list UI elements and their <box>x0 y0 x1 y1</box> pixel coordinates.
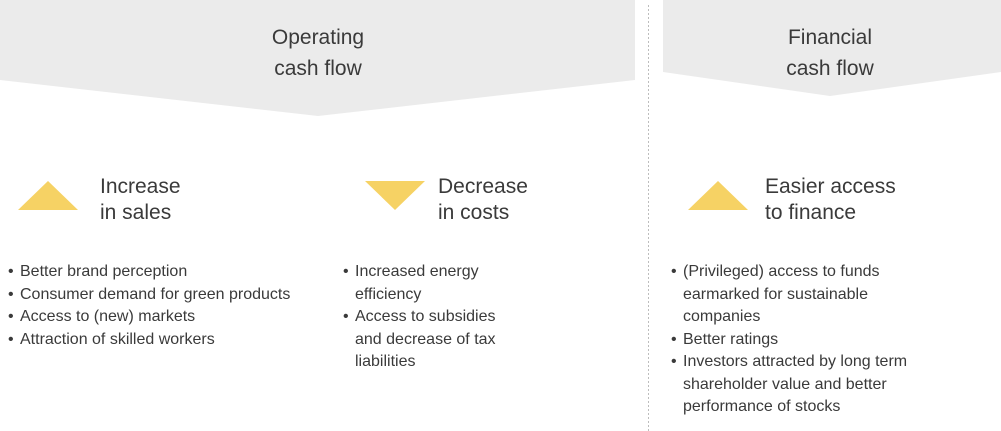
triangle-icon <box>365 181 425 210</box>
bullet: Better ratings <box>671 329 941 352</box>
heading-line: in sales <box>100 201 172 224</box>
bullet-list: Increased energy efficiencyAccess to sub… <box>343 261 523 374</box>
header-line: Operating <box>271 26 365 49</box>
item-heading: Easier access to finance <box>765 174 896 226</box>
bullet: Increased energy efficiency <box>343 261 523 306</box>
header-line: Financial <box>787 26 873 49</box>
item-heading: Increase in sales <box>100 174 181 226</box>
bullet-list: Better brand perceptionConsumer demand f… <box>8 261 308 351</box>
heading-line: in costs <box>438 201 510 224</box>
bullet: Better brand perception <box>8 261 308 284</box>
header-line: cash flow <box>274 57 362 80</box>
header-banner <box>663 0 1001 96</box>
triangle-icon <box>688 181 748 210</box>
bullet: Access to subsidies and decrease of tax … <box>343 306 523 374</box>
bullet: Investors attracted by long term shareho… <box>671 351 941 419</box>
header: Operating cash flow <box>168 22 468 84</box>
bullet: Attraction of skilled workers <box>8 329 308 352</box>
heading-line: Easier access <box>765 175 896 198</box>
header-banner <box>0 0 635 116</box>
header-line: cash flow <box>786 57 874 80</box>
bullet-list: (Privileged) access to funds earmarked f… <box>671 261 941 419</box>
icons <box>18 181 748 210</box>
heading-line: Decrease <box>438 175 528 198</box>
heading-line: to finance <box>765 201 857 224</box>
heading-line: Increase <box>100 175 181 198</box>
bullet: Consumer demand for green products <box>8 284 308 307</box>
triangle-icon <box>18 181 78 210</box>
header: Financial cash flow <box>700 22 960 84</box>
item-heading: Decrease in costs <box>438 174 528 226</box>
bullet: Access to (new) markets <box>8 306 308 329</box>
bullet: (Privileged) access to funds earmarked f… <box>671 261 941 329</box>
